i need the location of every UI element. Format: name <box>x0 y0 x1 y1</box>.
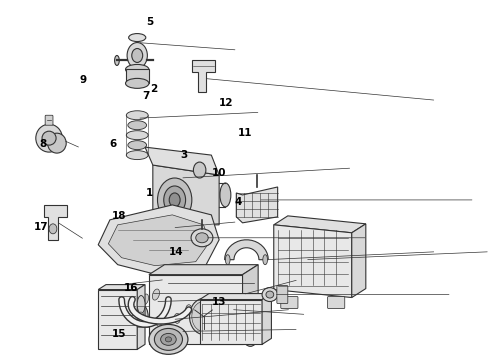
Ellipse shape <box>48 133 66 153</box>
FancyBboxPatch shape <box>45 115 53 125</box>
Polygon shape <box>243 265 258 345</box>
Text: 3: 3 <box>180 150 188 160</box>
Text: 9: 9 <box>79 75 86 85</box>
Text: 5: 5 <box>146 17 153 27</box>
Circle shape <box>194 162 206 178</box>
Ellipse shape <box>165 337 172 342</box>
Polygon shape <box>108 215 210 266</box>
Circle shape <box>192 302 215 332</box>
FancyBboxPatch shape <box>328 297 345 309</box>
Ellipse shape <box>186 305 192 315</box>
Polygon shape <box>149 265 258 275</box>
Ellipse shape <box>130 299 138 310</box>
Ellipse shape <box>154 328 182 350</box>
Text: 14: 14 <box>169 247 184 257</box>
Ellipse shape <box>36 124 62 152</box>
Ellipse shape <box>244 332 257 346</box>
Ellipse shape <box>174 314 180 323</box>
Ellipse shape <box>262 288 278 302</box>
Text: 10: 10 <box>211 168 226 178</box>
Polygon shape <box>262 293 271 345</box>
Text: 16: 16 <box>123 283 138 293</box>
Polygon shape <box>199 300 262 345</box>
FancyBboxPatch shape <box>281 297 298 309</box>
Polygon shape <box>274 216 366 233</box>
Polygon shape <box>125 69 149 84</box>
Polygon shape <box>192 60 215 92</box>
Polygon shape <box>199 293 271 300</box>
Text: 17: 17 <box>33 222 48 231</box>
Polygon shape <box>153 165 219 225</box>
Ellipse shape <box>152 289 160 300</box>
Circle shape <box>157 178 192 222</box>
Text: 8: 8 <box>39 139 47 149</box>
Polygon shape <box>224 240 269 260</box>
Ellipse shape <box>127 42 147 68</box>
Ellipse shape <box>137 306 148 328</box>
Ellipse shape <box>137 296 145 314</box>
Ellipse shape <box>138 312 144 322</box>
Polygon shape <box>145 147 219 175</box>
Text: 15: 15 <box>112 329 126 339</box>
Polygon shape <box>236 187 278 223</box>
Ellipse shape <box>132 49 143 62</box>
Ellipse shape <box>142 294 148 305</box>
Ellipse shape <box>42 131 56 145</box>
Ellipse shape <box>263 255 268 265</box>
Text: 1: 1 <box>146 188 153 198</box>
Ellipse shape <box>196 233 208 243</box>
Polygon shape <box>98 285 145 289</box>
Ellipse shape <box>128 121 147 130</box>
Polygon shape <box>137 285 145 349</box>
Ellipse shape <box>225 255 230 265</box>
Ellipse shape <box>161 333 176 345</box>
Ellipse shape <box>125 78 149 88</box>
Polygon shape <box>149 275 243 345</box>
Text: 2: 2 <box>150 84 157 94</box>
Text: 18: 18 <box>112 211 126 221</box>
Circle shape <box>190 298 218 334</box>
Text: 13: 13 <box>211 297 226 307</box>
Polygon shape <box>98 289 137 349</box>
Polygon shape <box>352 224 366 298</box>
FancyBboxPatch shape <box>277 285 288 303</box>
Ellipse shape <box>115 55 119 66</box>
Circle shape <box>164 186 186 214</box>
Text: 12: 12 <box>219 98 234 108</box>
Polygon shape <box>274 225 352 298</box>
Ellipse shape <box>129 33 146 41</box>
Text: 11: 11 <box>238 129 253 138</box>
Ellipse shape <box>126 150 148 159</box>
Circle shape <box>49 224 57 234</box>
Text: 7: 7 <box>142 91 149 101</box>
Polygon shape <box>98 205 219 275</box>
Text: 6: 6 <box>110 139 117 149</box>
Ellipse shape <box>120 304 127 315</box>
Ellipse shape <box>220 183 231 207</box>
Ellipse shape <box>155 316 162 326</box>
Ellipse shape <box>149 324 188 354</box>
Ellipse shape <box>191 229 213 247</box>
Ellipse shape <box>125 64 149 75</box>
Ellipse shape <box>126 111 148 120</box>
Circle shape <box>169 193 180 207</box>
Ellipse shape <box>126 131 148 140</box>
Polygon shape <box>44 205 67 240</box>
Ellipse shape <box>266 291 274 298</box>
Text: 4: 4 <box>234 197 242 207</box>
Ellipse shape <box>128 141 147 150</box>
